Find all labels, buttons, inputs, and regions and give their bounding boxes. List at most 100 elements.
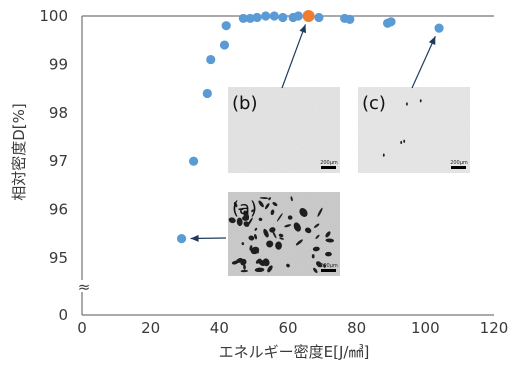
pore — [254, 227, 258, 231]
pore — [254, 267, 265, 273]
annotation-arrow — [281, 24, 307, 89]
x-tick-label: 40 — [210, 319, 229, 337]
scale-bar — [451, 166, 466, 169]
pore — [313, 267, 318, 273]
axis-break-mark: ≈ — [78, 278, 91, 296]
pore — [276, 213, 283, 222]
data-point — [206, 54, 216, 65]
pore — [258, 200, 264, 208]
annotation-arrow — [190, 234, 227, 242]
arrow-head — [190, 234, 199, 242]
pore — [256, 251, 259, 254]
inset-label: (b) — [232, 93, 257, 114]
pore — [406, 102, 408, 106]
scale-bar-label: 200μm — [450, 160, 468, 166]
scale-bar — [321, 166, 336, 169]
data-point — [219, 40, 230, 50]
data-point — [345, 14, 355, 24]
micrograph-inset: 200μm (c) — [358, 87, 470, 173]
pore — [247, 217, 253, 227]
pore — [236, 217, 243, 227]
x-tick-label: 0 — [77, 319, 87, 337]
pore — [295, 239, 303, 246]
pore — [286, 263, 290, 268]
pore — [242, 215, 249, 221]
scale-bar-label: 200μm — [320, 160, 338, 166]
pore — [311, 254, 315, 259]
pore — [275, 241, 282, 250]
pore — [312, 246, 320, 252]
pore — [317, 207, 323, 217]
data-point — [188, 156, 199, 166]
y-tick-label: 99 — [49, 55, 68, 73]
y-tick-label: 95 — [49, 249, 68, 267]
pore — [325, 238, 335, 243]
inset-texture — [228, 87, 340, 173]
data-point — [221, 21, 231, 31]
pore — [255, 258, 262, 264]
arrow-head — [428, 36, 436, 46]
pore — [254, 233, 258, 240]
pore — [325, 231, 331, 238]
pore — [262, 258, 270, 267]
pore — [419, 99, 422, 103]
pore — [249, 245, 253, 251]
pore — [238, 208, 244, 211]
scale-bar — [321, 269, 336, 272]
pore — [315, 234, 320, 239]
pore — [267, 265, 273, 273]
axes: ≈ — [78, 15, 494, 316]
data-point — [278, 12, 288, 23]
pore — [313, 223, 320, 228]
x-tick-label: 80 — [347, 319, 366, 337]
y-tick-label: 100 — [39, 7, 68, 25]
pore — [316, 261, 323, 268]
inset-texture — [358, 87, 470, 173]
pore — [228, 217, 236, 224]
data-point — [261, 11, 271, 21]
pore — [266, 240, 274, 248]
pore — [243, 264, 246, 270]
pore — [251, 209, 255, 213]
y-tick-label-zero: 0 — [58, 306, 68, 324]
pore — [400, 140, 403, 145]
pore — [290, 196, 293, 202]
data-point — [245, 13, 255, 24]
x-tick-label: 120 — [480, 319, 509, 337]
pore — [305, 227, 312, 234]
x-tick-label: 100 — [411, 319, 440, 337]
x-tick-label: 60 — [278, 319, 297, 337]
pore — [241, 242, 245, 246]
y-tick-label: 98 — [49, 104, 68, 122]
arrow-shaft — [411, 36, 436, 89]
pore — [264, 203, 270, 210]
y-tick-label: 96 — [49, 201, 68, 219]
pore — [240, 258, 247, 266]
pore — [258, 217, 263, 222]
data-point — [238, 13, 248, 24]
tick-labels: 0 20 40 60 80 100 120 95 96 97 98 99 100 0 — [39, 7, 508, 337]
data-point — [293, 11, 303, 21]
pore — [279, 237, 284, 240]
pore — [248, 235, 255, 241]
pore — [278, 233, 284, 238]
data-point — [434, 23, 444, 33]
data-point — [386, 17, 396, 27]
inset-label: (c) — [362, 93, 386, 114]
pore — [325, 251, 332, 257]
x-axis-title: エネルギー密度E[J/㎣] — [219, 343, 370, 361]
pore — [403, 139, 406, 143]
inset-label: (a) — [232, 198, 257, 219]
pore — [263, 228, 269, 238]
y-axis-title: 相対密度D[%] — [10, 103, 28, 201]
y-tick-label: 97 — [49, 152, 68, 170]
data-points — [176, 10, 444, 244]
pore — [284, 224, 292, 228]
x-tick-label: 20 — [141, 319, 160, 337]
pore — [299, 208, 308, 217]
pore — [272, 230, 277, 239]
data-point — [176, 234, 187, 244]
pore — [240, 269, 249, 273]
data-point — [314, 12, 324, 23]
